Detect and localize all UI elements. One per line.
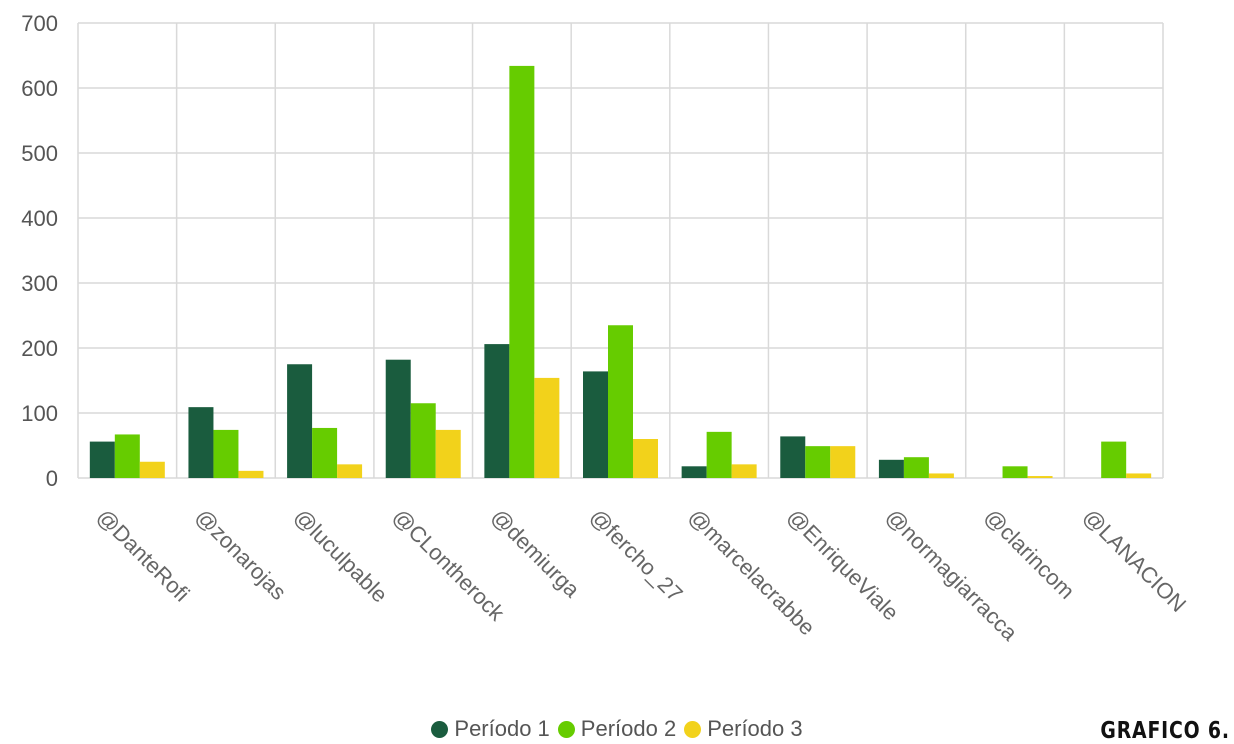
bar-2 <box>1101 441 1127 478</box>
y-tick-label: 600 <box>21 76 58 101</box>
bar-3 <box>534 377 560 478</box>
y-axis-ticks: 0 100 200 300 400 500 600 700 <box>21 11 58 491</box>
legend-swatch <box>431 721 449 738</box>
bar-1 <box>287 364 313 478</box>
y-tick-label: 200 <box>21 336 58 361</box>
bar-3 <box>928 473 954 478</box>
legend-swatch <box>557 721 575 738</box>
bar-1 <box>89 441 115 478</box>
bar-1 <box>583 371 608 478</box>
legend-item: Período 2 <box>557 716 677 742</box>
bar-2 <box>805 446 831 478</box>
x-category-label: @LANACION <box>1078 504 1191 617</box>
bar-2 <box>903 457 929 478</box>
y-tick-label: 300 <box>21 271 58 296</box>
bar-2 <box>608 325 633 478</box>
bar-2 <box>312 427 338 478</box>
legend-label: Período 2 <box>580 716 677 741</box>
bar-2 <box>509 65 535 479</box>
y-tick-label: 700 <box>21 11 58 36</box>
figure-tag: GRAFICO 6. <box>1100 718 1230 744</box>
bar-2 <box>1002 466 1028 478</box>
bar-3 <box>633 439 658 478</box>
legend-label: Período 1 <box>454 716 550 741</box>
x-category-label: @fercho_27 <box>585 504 688 607</box>
bar-2 <box>213 429 239 478</box>
y-tick-label: 400 <box>21 206 58 231</box>
legend-item: Período 3 <box>684 716 803 742</box>
bar-2 <box>410 403 436 478</box>
bar-3 <box>1027 476 1053 478</box>
legend-label: Período 3 <box>707 716 803 741</box>
bar-2 <box>114 434 140 478</box>
bar-1 <box>385 359 411 478</box>
bar-chart: 0 100 200 300 400 500 600 700 @DanteRofi@zonaro… <box>21 11 1191 646</box>
bars <box>89 65 1152 479</box>
bar-3 <box>337 464 363 478</box>
bar-3 <box>830 446 856 478</box>
x-category-label: @luculpable <box>289 504 393 608</box>
x-category-label: @demiurga <box>486 504 585 603</box>
y-tick-label: 0 <box>46 466 58 491</box>
bar-3 <box>731 464 757 478</box>
legend-swatch <box>684 721 702 738</box>
x-category-label: @zonarojas <box>190 504 291 605</box>
y-tick-label: 500 <box>21 141 58 166</box>
bar-1 <box>780 436 806 478</box>
bar-1 <box>878 459 904 478</box>
x-axis-category-labels: @DanteRofi@zonarojas@luculpable@CLonther… <box>92 504 1191 646</box>
bar-3 <box>139 461 165 478</box>
bar-2 <box>706 431 732 478</box>
x-category-label: @DanteRofi <box>92 504 195 607</box>
bar-1 <box>484 344 510 478</box>
x-category-label: @clarincom <box>980 504 1080 604</box>
bar-3 <box>1126 473 1152 478</box>
legend: Período 1 Período 2 Período 3 <box>0 716 1234 742</box>
gridlines <box>77 22 1164 479</box>
bar-1 <box>188 407 214 478</box>
bar-3 <box>435 429 461 478</box>
bar-1 <box>681 466 707 478</box>
bar-3 <box>238 470 264 478</box>
legend-item: Período 1 <box>431 716 550 742</box>
y-tick-label: 100 <box>21 401 58 426</box>
